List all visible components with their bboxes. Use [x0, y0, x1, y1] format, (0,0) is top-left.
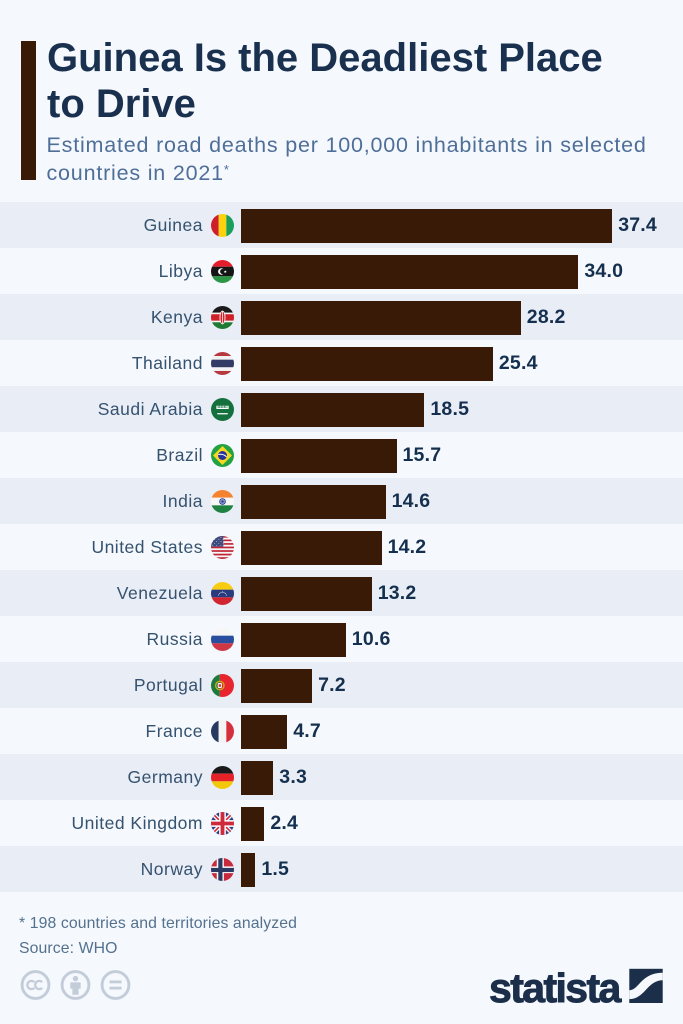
- svg-text:statista: statista: [489, 965, 623, 1006]
